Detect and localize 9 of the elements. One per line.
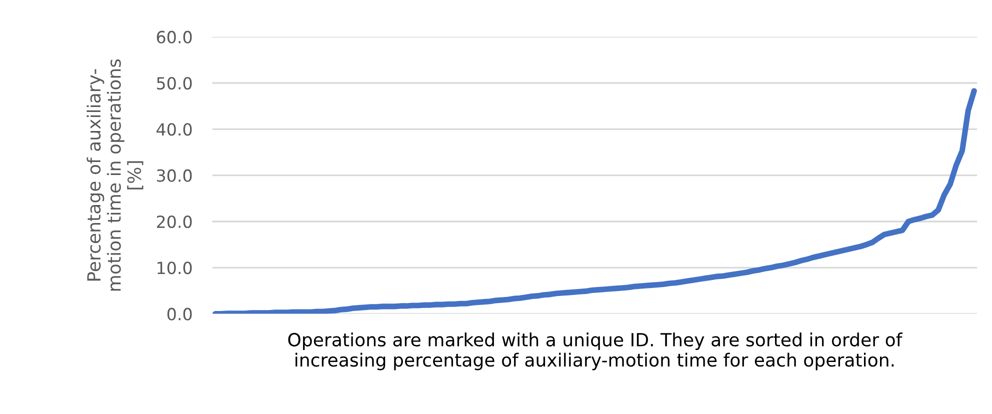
x-axis-title: Operations are marked with a unique ID. They are sorted in order of increasing percentage of auxiliary-motion time for each operation. — [288, 332, 903, 370]
y-tick-label: 20.0 — [156, 215, 192, 228]
y-axis-title: Percentage of auxiliary- motion time in operations [%] — [86, 59, 144, 291]
y-tick-label: 0.0 — [167, 308, 192, 320]
y-tick-label: 50.0 — [157, 76, 192, 90]
y-tick-label: 10.0 — [158, 262, 192, 274]
y-tick-label: 40.0 — [156, 123, 192, 136]
y-tick-label: 60.0 — [156, 30, 192, 44]
y-tick-label: 30.0 — [157, 169, 192, 182]
